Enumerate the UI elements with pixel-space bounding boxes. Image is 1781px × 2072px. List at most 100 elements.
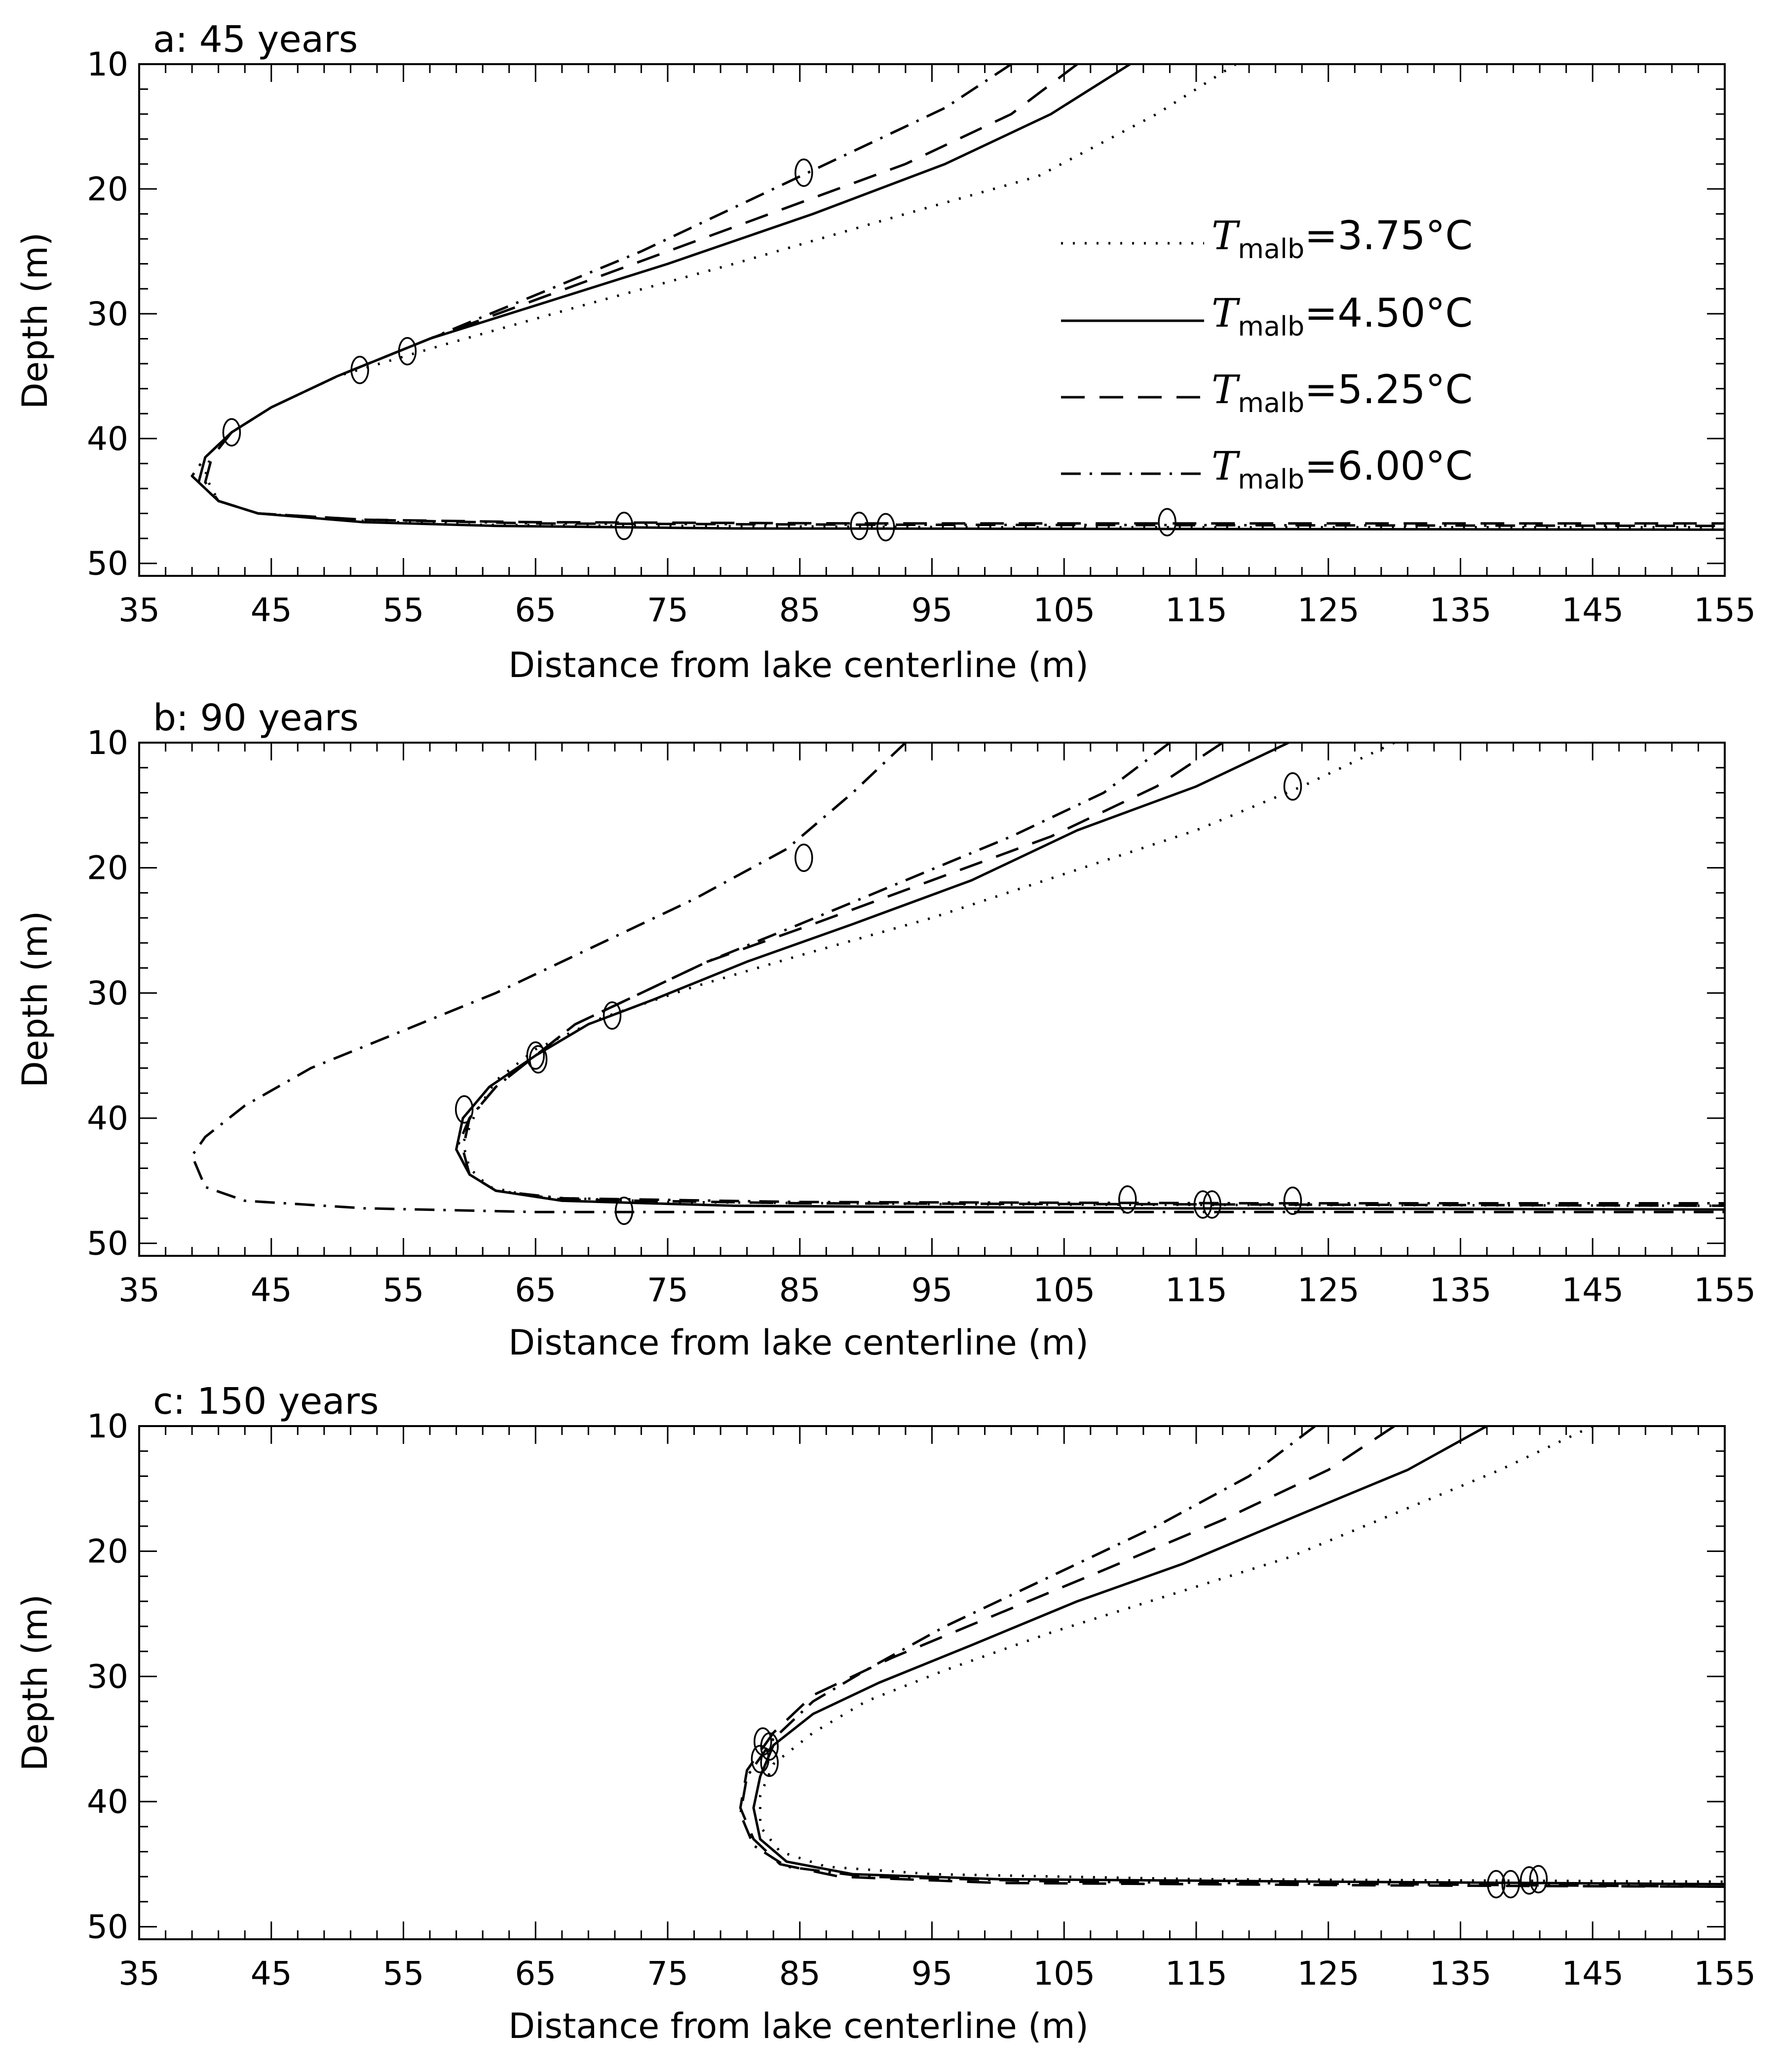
legend-entry-4-symbol: T [1212,443,1241,489]
panel-b-marker [795,843,813,872]
panel-b-xtick-label: 125 [1297,1271,1360,1309]
panel-a-xtick-label: 105 [1033,591,1095,629]
legend-entry-2: Tmalb=4.50°C [1212,290,1473,342]
panel-c-xtick-label: 115 [1165,1955,1227,1993]
panel-c-data [739,1426,1725,1899]
panel-a-xtick-label: 65 [515,591,556,629]
panel-a-marker [614,512,634,540]
panel-b-ytick-label: 50 [87,1225,128,1263]
legend-entry-1-value: =3.75°C [1304,213,1473,259]
panel-c-xtick-label: 145 [1561,1955,1624,1993]
panel-b-ytick-label: 10 [87,724,128,762]
panel-c-marker [1519,1866,1539,1895]
legend-entry-1: Tmalb=3.75°C [1212,213,1473,264]
panel-a-plot: 35 45 55 65 75 85 95 105 115 125 135 145 155 10 20 30 40… [87,45,1756,629]
panel-c-xtick-label: 155 [1694,1955,1756,1993]
panel-b-marker [455,1095,474,1124]
panel-a: a: 45 years 35 45 55 65 75 85 95 105 115 125 135 14… [15,18,1756,685]
panel-c-xtick-label: 55 [383,1955,424,1993]
panel-b-series-dashdot2 [190,743,1725,1213]
panel-b-ytick-label: 20 [87,849,128,887]
panel-a-xtick-label: 125 [1297,591,1360,629]
panel-a-marker [1158,508,1176,536]
panel-a-xtick-label: 95 [911,591,953,629]
panel-c-ytick-label: 40 [87,1783,128,1821]
legend-entry-3-value: =5.25°C [1304,367,1473,413]
legend-entry-4-sub: malb [1238,464,1304,495]
panel-c-xtick-label: 105 [1033,1955,1095,1993]
panel-c-ytick-label: 30 [87,1658,128,1695]
panel-b-series-solid [455,743,1725,1211]
panel-c-plot: 35 45 55 65 75 85 95 105 115 125 135 145 155 10 20 30 40… [87,1407,1756,1993]
panel-a-xtick-label: 45 [251,591,292,629]
legend-entry-3-symbol: T [1212,367,1241,413]
legend-entry-3-sub: malb [1238,387,1304,418]
panel-c-marker [1501,1870,1520,1899]
panel-a-data [190,64,1725,542]
panel-a-xtick-label: 155 [1694,591,1756,629]
panel-c-xtick-label: 85 [779,1955,821,1993]
panel-c: c: 150 years 35 45 55 65 75 85 95 105 115 125 135 1… [15,1380,1756,2046]
panel-a-xtick-label: 55 [383,591,424,629]
panel-a-marker [222,418,241,447]
panel-b-xtick-label: 85 [779,1271,821,1309]
panel-b-xtick-label: 95 [911,1271,953,1309]
panel-a-ylabel: Depth (m) [15,232,55,409]
panel-b-marker [1118,1185,1137,1214]
panel-a-ytick-label: 20 [87,170,128,208]
panel-b: b: 90 years 35 45 55 65 75 85 95 105 115 125 135 14… [15,697,1756,1363]
panel-c-marker [751,1744,770,1773]
panel-b-xtick-label: 115 [1165,1271,1227,1309]
panel-c-series-solid [752,1426,1725,1885]
panel-b-marker [529,1045,548,1074]
panel-b-ytick-label: 30 [87,974,128,1012]
legend-entry-4: Tmalb=6.00°C [1212,443,1473,495]
legend-entry-2-value: =4.50°C [1304,290,1473,336]
panel-a-xtick-label: 135 [1430,591,1492,629]
panel-b-xtick-label: 105 [1033,1271,1095,1309]
panel-a-ytick-label: 50 [87,545,128,583]
panel-a-xtick-label: 75 [647,591,688,629]
legend-entry-2-sub: malb [1238,311,1304,342]
panel-b-marker [614,1196,634,1225]
panel-a-xtick-label: 85 [779,591,821,629]
panel-c-series-dashdot [739,1426,1725,1888]
panel-b-xtick-label: 65 [515,1271,556,1309]
panel-c-marker [1529,1865,1548,1893]
panel-c-ytick-label: 50 [87,1908,128,1946]
panel-b-xlabel: Distance from lake centerline (m) [508,1322,1089,1363]
panel-c-marker [1487,1870,1506,1899]
panel-b-series-dotted [461,743,1725,1207]
panel-c-marker [760,1748,779,1777]
panel-c-xtick-label: 135 [1430,1955,1492,1993]
panel-b-data [190,743,1725,1225]
panel-c-ytick-label: 20 [87,1533,128,1571]
panel-c-title: c: 150 years [153,1380,379,1423]
panel-a-xtick-label: 35 [118,591,160,629]
panel-a-xtick-label: 115 [1165,591,1227,629]
panel-a-marker [795,158,813,187]
panel-a-series-dashdot [190,64,1725,527]
legend-entry-1-symbol: T [1212,213,1241,259]
panel-b-xtick-label: 155 [1694,1271,1756,1309]
panel-c-xtick-label: 65 [515,1955,556,1993]
panel-a-xlabel: Distance from lake centerline (m) [508,645,1089,685]
legend-entry-1-sub: malb [1238,233,1304,264]
panel-a-ytick-label: 10 [87,45,128,83]
panel-b-marker [1283,772,1302,801]
panel-a-ytick-label: 30 [87,295,128,333]
panel-b-marker [1283,1186,1302,1215]
panel-c-xtick-label: 95 [911,1955,953,1993]
legend-entry-2-symbol: T [1212,290,1241,336]
panel-a-marker [876,513,895,542]
panel-b-marker [1203,1190,1221,1219]
panel-c-xtick-label: 45 [251,1955,292,1993]
panel-b-ytick-label: 40 [87,1099,128,1137]
panel-b-plot: 35 45 55 65 75 85 95 105 115 125 135 145 155 10 20 30 40… [87,724,1756,1309]
panel-c-xtick-label: 35 [118,1955,160,1993]
panel-b-marker [1193,1190,1213,1219]
legend: Tmalb=3.75°C Tmalb=4.50°C Tmalb=5.25°C T… [1061,213,1473,495]
panel-b-xtick-label: 75 [647,1271,688,1309]
panel-a-xtick-label: 145 [1561,591,1624,629]
